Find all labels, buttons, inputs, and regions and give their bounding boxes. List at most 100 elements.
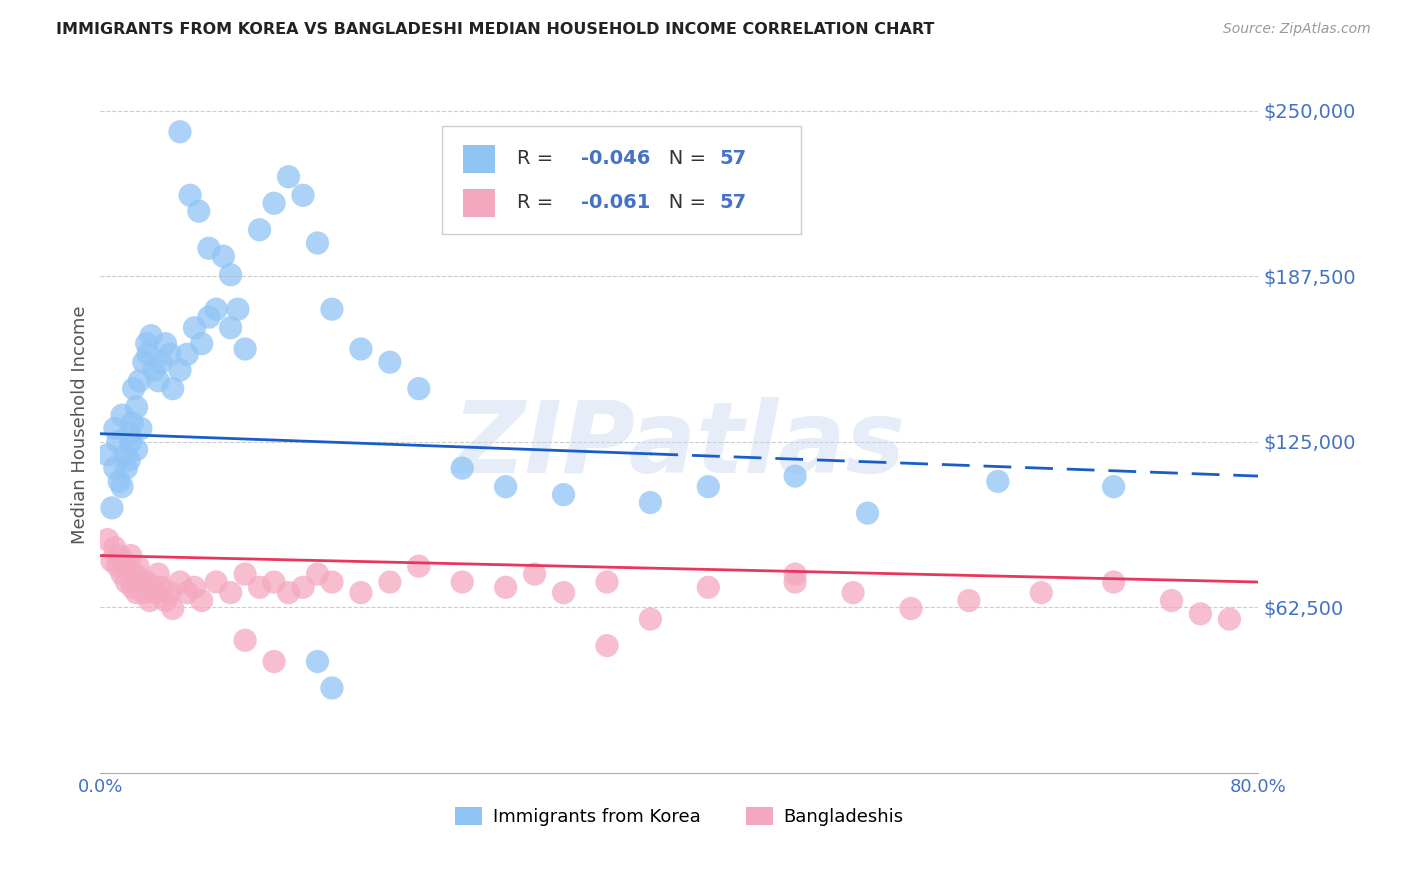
Point xyxy=(307,567,329,582)
Point xyxy=(135,575,157,590)
Text: ZIPatlas: ZIPatlas xyxy=(453,398,905,494)
Point xyxy=(205,575,228,590)
Point xyxy=(321,681,343,695)
Point xyxy=(125,401,148,415)
Point xyxy=(104,461,127,475)
Point xyxy=(1218,612,1240,626)
Point xyxy=(233,633,256,648)
Point xyxy=(108,475,131,489)
Point xyxy=(226,302,249,317)
Point xyxy=(900,601,922,615)
Point xyxy=(118,453,141,467)
Point xyxy=(125,585,148,599)
Point xyxy=(104,421,127,435)
Point xyxy=(1102,480,1125,494)
Point xyxy=(114,448,136,462)
Point xyxy=(553,585,575,599)
Point xyxy=(1102,575,1125,590)
Point xyxy=(122,382,145,396)
Point xyxy=(169,125,191,139)
Point xyxy=(162,382,184,396)
Point xyxy=(115,575,138,590)
Point xyxy=(138,593,160,607)
Point xyxy=(111,567,134,582)
Point xyxy=(169,363,191,377)
Point xyxy=(155,593,177,607)
Point xyxy=(150,580,173,594)
Point xyxy=(451,461,474,475)
Point xyxy=(176,585,198,599)
Point xyxy=(263,575,285,590)
Point xyxy=(159,347,181,361)
Point xyxy=(121,580,143,594)
Point xyxy=(118,426,141,441)
Point xyxy=(121,416,143,430)
Point xyxy=(212,249,235,263)
Point xyxy=(148,567,170,582)
Point xyxy=(596,639,619,653)
Point xyxy=(111,408,134,422)
Point xyxy=(187,204,209,219)
Point xyxy=(640,495,662,509)
Text: 57: 57 xyxy=(720,149,747,169)
Text: -0.046: -0.046 xyxy=(581,149,651,169)
Point xyxy=(183,320,205,334)
Point xyxy=(107,434,129,449)
Point xyxy=(183,580,205,594)
Point xyxy=(292,580,315,594)
Point xyxy=(219,585,242,599)
Point xyxy=(148,374,170,388)
Point xyxy=(321,302,343,317)
Point xyxy=(127,559,149,574)
Point xyxy=(125,442,148,457)
Point xyxy=(190,336,212,351)
Text: N =: N = xyxy=(651,193,713,212)
Point xyxy=(408,559,430,574)
Point xyxy=(141,580,163,594)
Point xyxy=(108,549,131,563)
Legend: Immigrants from Korea, Bangladeshis: Immigrants from Korea, Bangladeshis xyxy=(447,799,911,833)
Y-axis label: Median Household Income: Median Household Income xyxy=(72,306,89,544)
Point xyxy=(132,585,155,599)
Point xyxy=(120,434,142,449)
Point xyxy=(697,480,720,494)
Point xyxy=(263,655,285,669)
Point xyxy=(159,585,181,599)
Text: IMMIGRANTS FROM KOREA VS BANGLADESHI MEDIAN HOUSEHOLD INCOME CORRELATION CHART: IMMIGRANTS FROM KOREA VS BANGLADESHI MED… xyxy=(56,22,935,37)
Point xyxy=(987,475,1010,489)
Text: R =: R = xyxy=(517,193,560,212)
FancyBboxPatch shape xyxy=(441,126,801,234)
Point xyxy=(523,567,546,582)
Point xyxy=(143,585,166,599)
Point xyxy=(150,355,173,369)
Point xyxy=(120,549,142,563)
Point xyxy=(842,585,865,599)
Point xyxy=(115,461,138,475)
Point xyxy=(198,310,221,325)
Point xyxy=(495,580,517,594)
Point xyxy=(169,575,191,590)
Point xyxy=(124,567,146,582)
Point xyxy=(785,469,807,483)
Bar xyxy=(463,145,495,173)
Point xyxy=(495,480,517,494)
Point xyxy=(321,575,343,590)
Point xyxy=(139,328,162,343)
Point xyxy=(1189,607,1212,621)
Bar xyxy=(463,189,495,217)
Text: Source: ZipAtlas.com: Source: ZipAtlas.com xyxy=(1223,22,1371,37)
Point xyxy=(640,612,662,626)
Point xyxy=(118,565,141,579)
Point xyxy=(219,320,242,334)
Point xyxy=(1160,593,1182,607)
Point xyxy=(97,533,120,547)
Point xyxy=(132,355,155,369)
Point xyxy=(176,347,198,361)
Point xyxy=(104,541,127,555)
Text: R =: R = xyxy=(517,149,560,169)
Point xyxy=(101,500,124,515)
Point xyxy=(179,188,201,202)
Point xyxy=(142,363,165,377)
Point xyxy=(378,575,401,590)
Point xyxy=(785,567,807,582)
